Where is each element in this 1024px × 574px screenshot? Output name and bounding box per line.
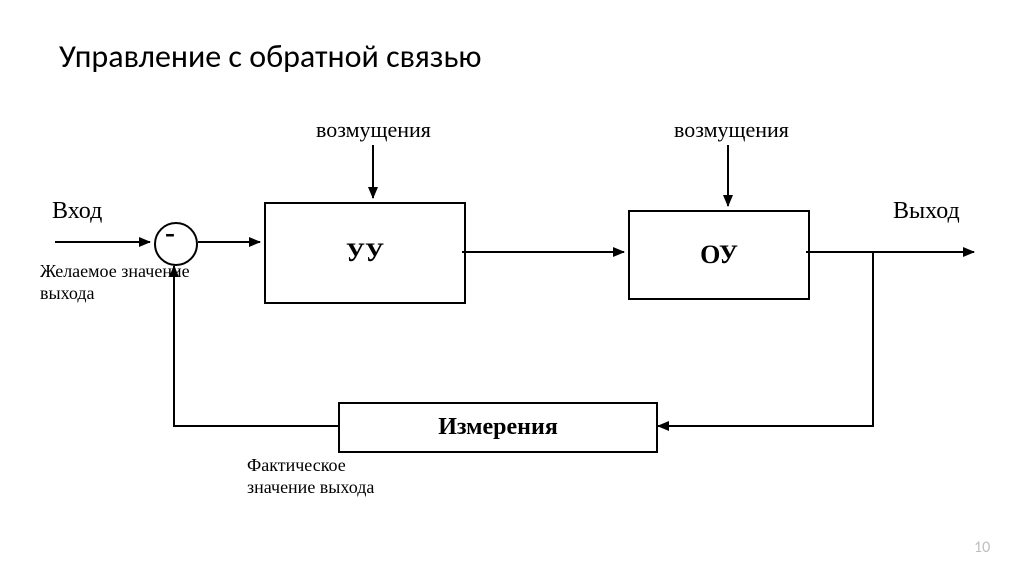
slide: { "title": { "text": "Управление с обрат… [0, 0, 1024, 574]
arrows-layer [0, 0, 1024, 574]
page-number: 10 [974, 538, 990, 557]
feedback-from-measure [174, 266, 338, 426]
feedback-into-measure [658, 252, 873, 426]
